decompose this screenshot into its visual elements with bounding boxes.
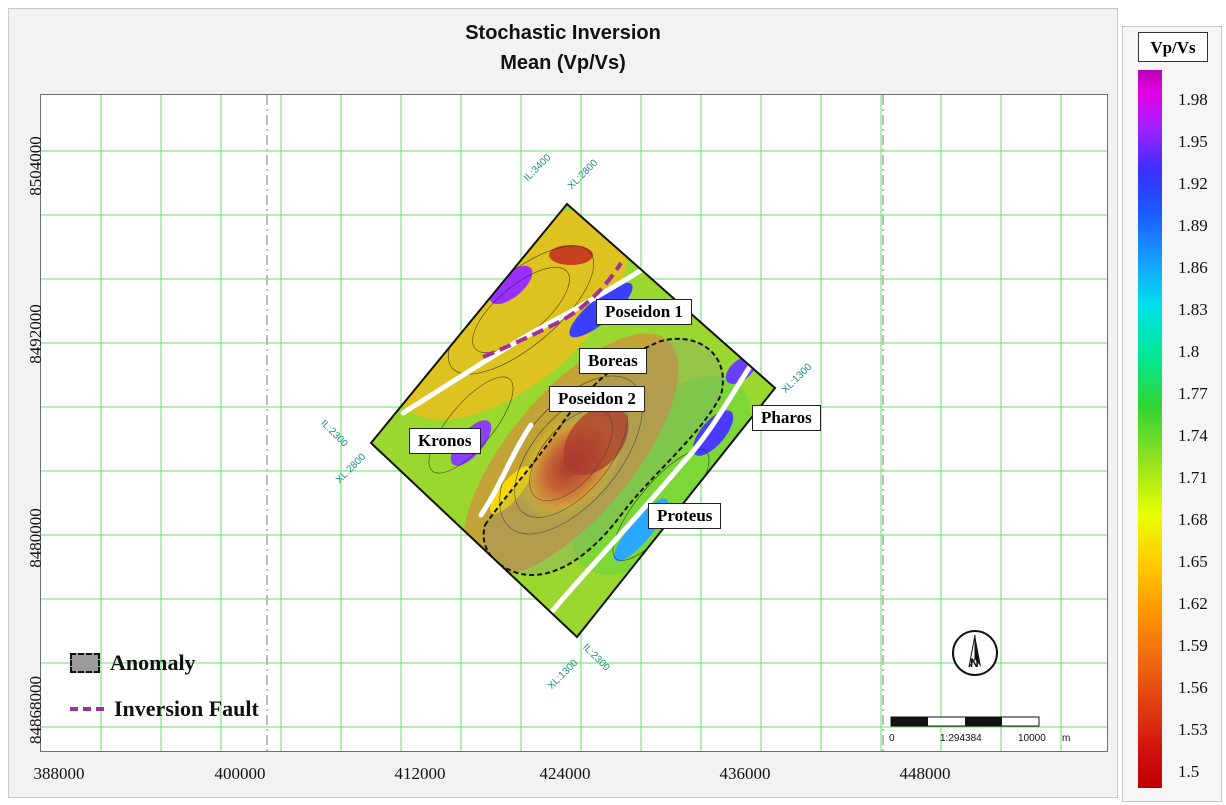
- colorbar-label: 1.83: [1178, 300, 1208, 319]
- x-tick-label: 448000: [899, 764, 951, 783]
- x-tick-label: 424000: [539, 764, 591, 783]
- anomaly-swatch-icon: [70, 653, 100, 673]
- north-arrow-icon: [952, 630, 998, 676]
- colorbar-title: Vp/Vs: [1138, 32, 1208, 62]
- legend-anomaly: Anomaly: [70, 650, 196, 676]
- legend-fault-label: Inversion Fault: [114, 696, 259, 721]
- well-label-boreas[interactable]: Boreas: [579, 348, 647, 374]
- colorbar-label: 1.98: [1178, 90, 1208, 109]
- legend-anomaly-label: Anomaly: [110, 650, 196, 675]
- scale-bar: [890, 716, 1040, 727]
- colorbar-label: 1.5: [1178, 762, 1200, 781]
- colorbar-label: 1.68: [1178, 510, 1208, 529]
- colorbar-label: 1.71: [1178, 468, 1208, 487]
- survey-boundary: [369, 202, 777, 639]
- fault-line-icon: [70, 707, 104, 711]
- colorbar-label: 1.77: [1178, 384, 1208, 403]
- x-tick-label: 388000: [33, 764, 85, 783]
- colorbar-label: 1.92: [1178, 174, 1208, 193]
- figure-subtitle: Mean (Vp/Vs): [500, 52, 626, 74]
- scale-bar-unit: m: [1062, 733, 1071, 744]
- colorbar-label: 1.86: [1178, 258, 1208, 277]
- anomaly-outline: [482, 337, 724, 576]
- colorbar-gradient: [1138, 70, 1162, 788]
- colorbar-label: 1.53: [1178, 720, 1208, 739]
- y-tick-label: 84868000: [26, 676, 45, 744]
- well-label-kronos[interactable]: Kronos: [409, 428, 481, 454]
- scale-bar-end: 10000: [1018, 733, 1046, 744]
- colorbar-label: 1.62: [1178, 594, 1208, 613]
- well-label-pharos[interactable]: Pharos: [752, 405, 821, 431]
- colorbar-label: 1.89: [1178, 216, 1208, 235]
- y-tick-label: 8492000: [26, 304, 45, 364]
- x-tick-label: 436000: [719, 764, 771, 783]
- colorbar-label: 1.59: [1178, 636, 1208, 655]
- well-label-proteus[interactable]: Proteus: [648, 503, 722, 529]
- y-tick-label: 8504000: [26, 136, 45, 196]
- y-tick-label: 8480000: [26, 508, 45, 568]
- map-canvas: [41, 95, 1107, 751]
- colorbar-label: 1.95: [1178, 132, 1208, 151]
- inversion-fault-line: [482, 261, 623, 359]
- x-tick-label: 400000: [214, 764, 266, 783]
- scale-bar-start: 0: [889, 733, 895, 744]
- x-tick-label: 412000: [394, 764, 446, 783]
- figure-title: Stochastic Inversion: [465, 22, 661, 44]
- colorbar-label: 1.8: [1178, 342, 1200, 361]
- colorbar-label: 1.65: [1178, 552, 1208, 571]
- legend-fault: Inversion Fault: [70, 696, 259, 722]
- scale-bar-ratio: 1:294384: [940, 733, 982, 744]
- colorbar-label: 1.56: [1178, 678, 1208, 697]
- well-label-poseidon-2[interactable]: Poseidon 2: [549, 386, 645, 412]
- map-panel[interactable]: [40, 94, 1108, 752]
- well-label-poseidon-1[interactable]: Poseidon 1: [596, 299, 692, 325]
- colorbar-label: 1.74: [1178, 426, 1208, 445]
- north-arrow-label: N: [970, 656, 979, 670]
